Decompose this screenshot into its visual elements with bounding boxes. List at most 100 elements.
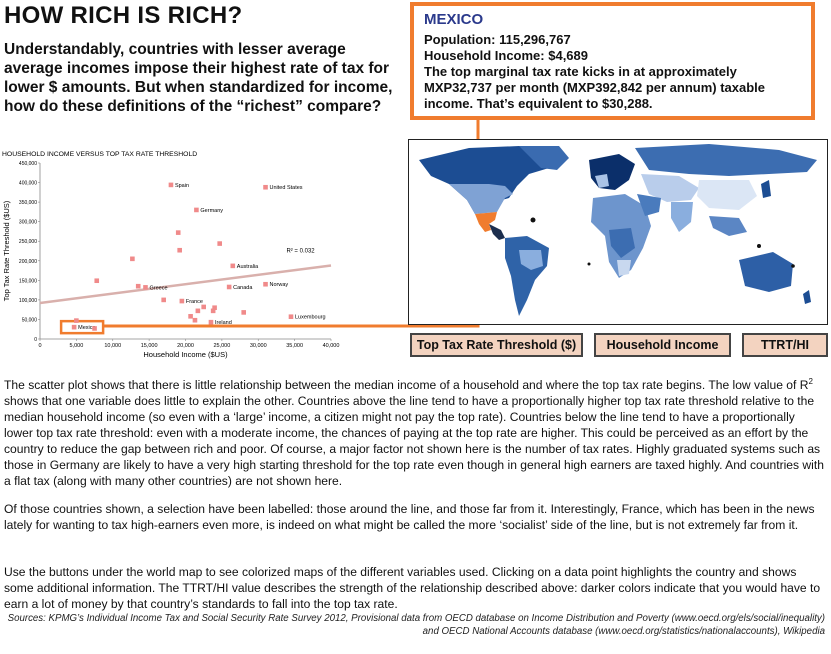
- data-point-greece[interactable]: [143, 285, 148, 290]
- ttrt-hi-button[interactable]: TTRT/HI: [742, 333, 828, 357]
- y-tick-label: 50,000: [22, 317, 38, 323]
- chart-points-group[interactable]: Mexico Spain United States Germany Australia…: [59, 182, 326, 335]
- data-point-luxembourg[interactable]: [288, 314, 294, 320]
- chart-axes: 0 50,000 100,000 150,000 200,000 250,000 300,0…: [19, 161, 339, 349]
- map-brazil-region[interactable]: [519, 250, 543, 270]
- chart-trendline-group: [39, 264, 332, 305]
- point-label: Australia: [237, 264, 259, 270]
- data-point-mexico[interactable]: [71, 324, 77, 330]
- map-india[interactable]: [671, 202, 693, 232]
- y-tick-label: 350,000: [19, 200, 37, 206]
- highlight-box-mexico: [59, 319, 105, 335]
- data-point[interactable]: [241, 310, 246, 315]
- map-central-america[interactable]: [489, 224, 505, 240]
- data-point-germany[interactable]: [194, 207, 199, 213]
- point-label: Ireland: [215, 320, 232, 326]
- data-point[interactable]: [94, 278, 100, 284]
- paragraph-labelled-countries: Of those countries shown, a selection ha…: [4, 502, 815, 532]
- info-household-income: Household Income: $4,689: [424, 48, 588, 63]
- data-point[interactable]: [74, 318, 79, 323]
- data-point[interactable]: [161, 297, 166, 303]
- top-tax-threshold-button[interactable]: Top Tax Rate Threshold ($): [410, 333, 583, 357]
- info-population: Population: 115,296,767: [424, 32, 571, 47]
- map-usa[interactable]: [449, 184, 513, 214]
- map-greenland[interactable]: [519, 146, 569, 170]
- data-point-spain[interactable]: [168, 182, 174, 188]
- map-north-america[interactable]: [419, 146, 559, 214]
- info-country-name: MEXICO: [424, 11, 484, 28]
- map-china[interactable]: [697, 180, 757, 210]
- y-tick-label: 400,000: [19, 181, 37, 187]
- y-tick-label: 200,000: [19, 259, 37, 265]
- household-income-button[interactable]: Household Income: [594, 333, 731, 357]
- point-label: Luxembourg: [295, 315, 326, 321]
- chart-y-axis-label: Top Tax Rate Threshold ($US): [2, 200, 11, 301]
- point-label: Spain: [175, 183, 189, 189]
- point-label: Norway: [270, 282, 289, 288]
- data-point[interactable]: [188, 314, 193, 319]
- point-label: Mexico: [78, 325, 95, 331]
- data-point[interactable]: [192, 317, 198, 323]
- map-australia[interactable]: [739, 252, 793, 292]
- country-info-panel: MEXICO Population: 115,296,767 Household…: [410, 2, 815, 120]
- chart-r2-label: R² = 0.032: [286, 248, 315, 254]
- y-tick-label: 450,000: [19, 161, 37, 167]
- map-middle-east[interactable]: [637, 194, 661, 216]
- data-point[interactable]: [210, 308, 216, 314]
- map-russia[interactable]: [635, 144, 817, 176]
- map-south-africa[interactable]: [617, 260, 631, 276]
- data-point[interactable]: [92, 326, 97, 331]
- data-point[interactable]: [135, 283, 141, 289]
- data-point[interactable]: [130, 256, 135, 262]
- map-new-zealand[interactable]: [803, 290, 811, 304]
- y-tick-label: 100,000: [19, 298, 37, 304]
- world-map[interactable]: [408, 139, 828, 325]
- map-mexico[interactable]: [475, 212, 497, 232]
- paragraph-1-part-a: The scatter plot shows that there is lit…: [4, 378, 809, 393]
- x-tick-label: 35,000: [286, 343, 303, 349]
- data-point-united-states[interactable]: [263, 184, 268, 190]
- map-pacific-dot-2: [791, 264, 795, 268]
- map-europe[interactable]: [589, 154, 635, 190]
- scatter-chart: HOUSEHOLD INCOME VERSUS TOP TAX RATE THR…: [2, 151, 339, 359]
- data-point[interactable]: [201, 304, 206, 310]
- r-squared-superscript: 2: [808, 377, 813, 386]
- data-point-norway[interactable]: [263, 281, 268, 287]
- x-tick-label: 5,000: [69, 343, 83, 349]
- map-southeast-asia[interactable]: [709, 216, 747, 236]
- data-point[interactable]: [217, 241, 222, 246]
- paragraph-1-part-b: shows that one variable does little to e…: [4, 394, 824, 489]
- data-point-australia[interactable]: [230, 263, 236, 269]
- data-point[interactable]: [212, 305, 217, 311]
- point-label: Germany: [200, 208, 223, 214]
- data-point[interactable]: [177, 247, 182, 253]
- map-south-america[interactable]: [505, 236, 549, 316]
- point-label: Canada: [233, 285, 253, 291]
- map-western-europe[interactable]: [595, 174, 609, 188]
- chart-trendline: [39, 264, 332, 305]
- data-point-canada[interactable]: [226, 284, 232, 290]
- data-point-ireland[interactable]: [208, 319, 214, 325]
- page-subtitle: Understandably, countries with lesser av…: [4, 41, 393, 115]
- map-central-asia[interactable]: [641, 174, 699, 202]
- y-tick-label: 250,000: [19, 239, 37, 245]
- info-description: The top marginal tax rate kicks in at ap…: [424, 64, 766, 111]
- page-title: HOW RICH IS RICH?: [4, 2, 243, 29]
- y-tick-label: 150,000: [19, 278, 37, 284]
- data-point-france[interactable]: [179, 298, 185, 304]
- x-tick-label: 15,000: [141, 343, 158, 349]
- point-label: France: [186, 299, 203, 305]
- y-tick-label: 0: [34, 337, 37, 343]
- map-caribbean-dot: [530, 217, 536, 223]
- world-map-svg[interactable]: [409, 140, 828, 325]
- chart-axis-labels: Household Income ($US) Top Tax Rate Thre…: [2, 200, 315, 359]
- chart-x-axis-label: Household Income ($US): [143, 350, 228, 359]
- data-point[interactable]: [175, 230, 181, 235]
- chart-title: HOUSEHOLD INCOME VERSUS TOP TAX RATE THR…: [2, 151, 197, 158]
- x-tick-label: 25,000: [213, 343, 230, 349]
- map-central-africa[interactable]: [609, 228, 635, 258]
- point-label: Greece: [149, 285, 167, 291]
- data-point[interactable]: [195, 308, 201, 314]
- map-japan[interactable]: [761, 180, 771, 198]
- y-tick-label: 300,000: [19, 220, 37, 226]
